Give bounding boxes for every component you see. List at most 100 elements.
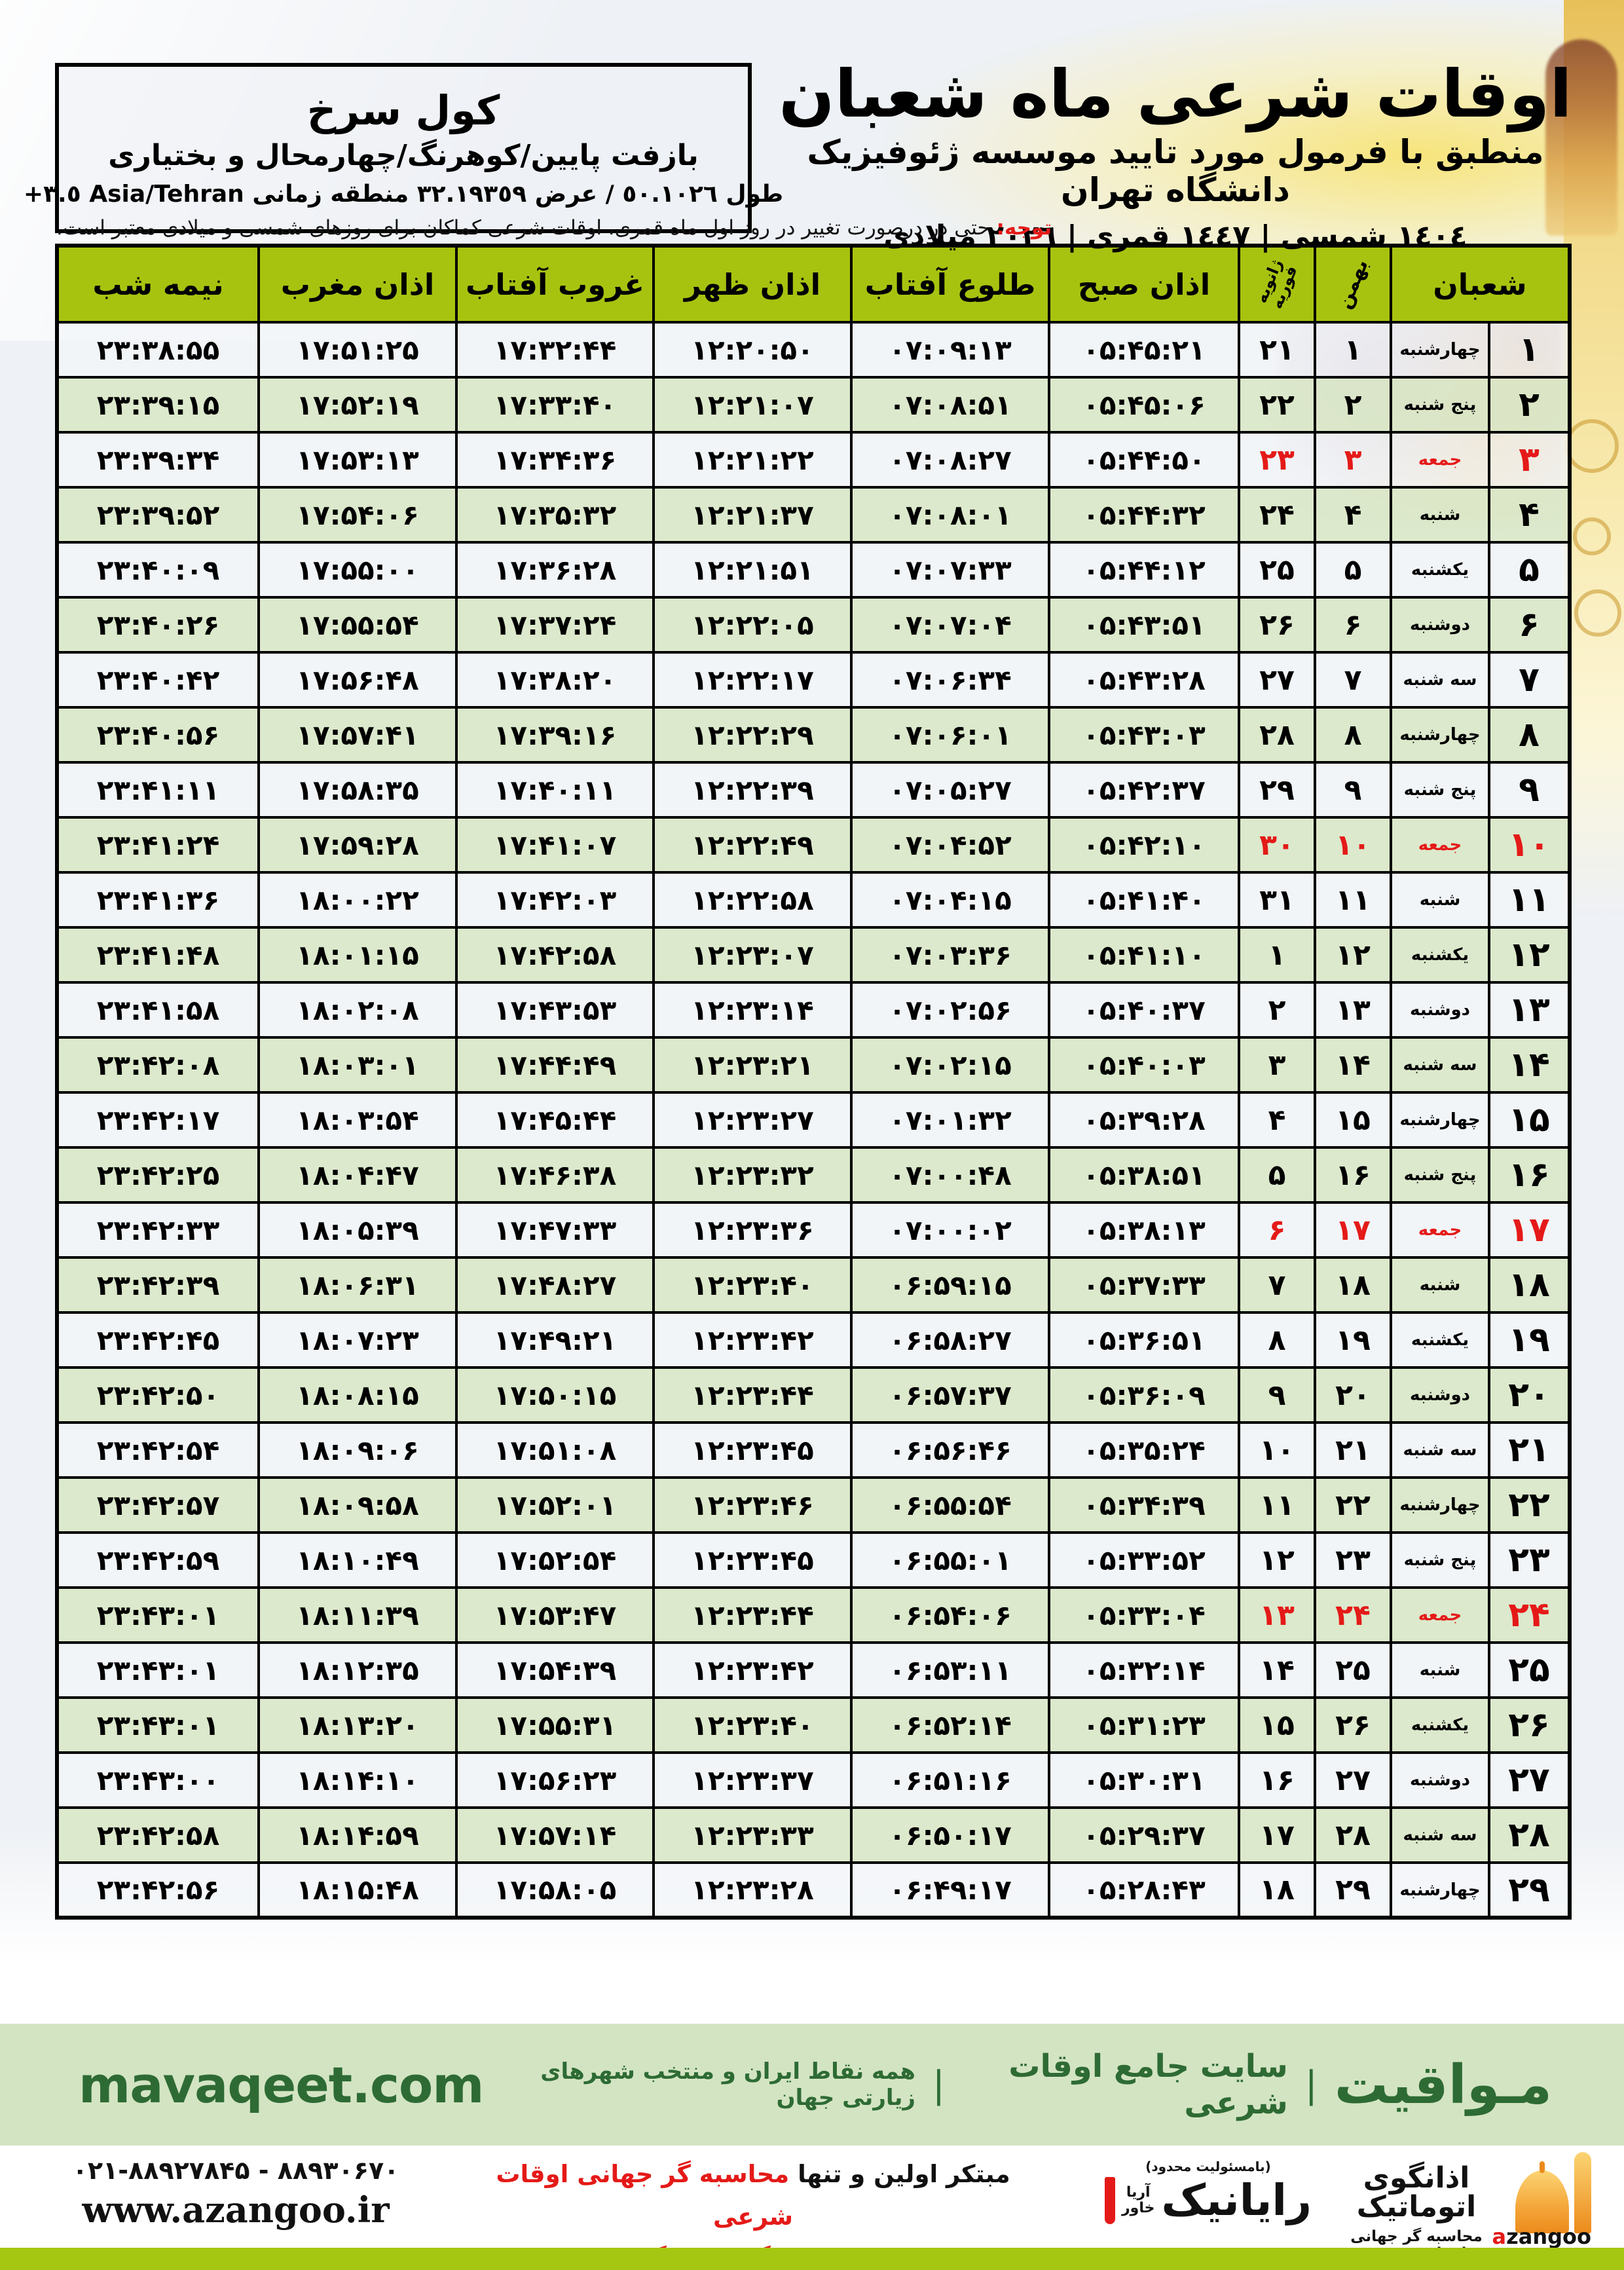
cell-jan-feb-day: ۲۴ [1238,486,1316,544]
cell-bahman-day: ۲۶ [1314,1696,1392,1754]
cell-weekday: شنبه [1390,486,1490,544]
cell-noon: ۱۲:۲۳:۴۲ [652,1641,853,1699]
cell-bahman-day: ۳ [1314,431,1392,489]
cell-sunset: ۱۷:۴۸:۲۷ [455,1256,655,1314]
cell-midnight: ۲۳:۴۳:۰۱ [56,1696,260,1754]
cell-sunset: ۱۷:۵۷:۱۴ [455,1806,655,1864]
table-header-row: نیمه شب اذان مغرب غروب آفتاب اذان ظهر طل… [56,244,1572,324]
cell-midnight: ۲۳:۴۰:۵۶ [56,706,260,764]
cell-bahman-day: ۱ [1314,321,1392,379]
cell-jan-feb-day: ۱۲ [1238,1531,1316,1589]
cell-sunset: ۱۷:۵۵:۳۱ [455,1696,655,1754]
cell-sunrise: ۰۶:۵۷:۳۷ [850,1366,1050,1424]
cell-fajr: ۰۵:۳۳:۰۴ [1048,1586,1240,1644]
cell-sunrise: ۰۷:۰۰:۴۸ [850,1146,1050,1204]
cell-midnight: ۲۳:۴۰:۰۹ [56,541,260,599]
cell-sunset: ۱۷:۵۶:۲۳ [455,1751,655,1809]
rayanik-red-bar-icon [1105,2177,1116,2224]
cell-sunset: ۱۷:۴۴:۴۹ [455,1036,655,1094]
location-region: بازفت پایین/کوهرنگ/چهارمحال و بختیاری [108,139,699,172]
cell-sunset: ۱۷:۳۳:۴۰ [455,376,655,434]
cell-shaban-day: ۲۸ [1487,1806,1572,1864]
cell-sunrise: ۰۶:۵۴:۰۶ [850,1586,1050,1644]
cell-midnight: ۲۳:۴۱:۲۴ [56,816,260,874]
cell-shaban-day: ۳ [1487,431,1572,489]
cell-maghrib: ۱۸:۱۱:۳۹ [257,1586,458,1644]
cell-fajr: ۰۵:۴۰:۳۷ [1048,981,1240,1039]
col-header-sunset: غروب آفتاب [455,244,655,324]
table-row: ۲۳:۴۱:۳۶ ۱۸:۰۰:۲۲ ۱۷:۴۲:۰۳ ۱۲:۲۲:۵۸ ۰۷:۰… [56,871,1572,929]
cell-weekday: چهارشنبه [1390,706,1490,764]
cell-sunset: ۱۷:۳۹:۱۶ [455,706,655,764]
cell-jan-feb-day: ۲۱ [1238,321,1316,379]
table-row: ۲۳:۳۹:۵۲ ۱۷:۵۴:۰۶ ۱۷:۳۵:۳۲ ۱۲:۲۱:۳۷ ۰۷:۰… [56,486,1572,544]
gold-swirl-decoration [1574,589,1621,637]
minaret-icon [1574,2152,1591,2233]
cell-weekday: سه شنبه [1390,1036,1490,1094]
cell-sunrise: ۰۷:۰۶:۳۴ [850,651,1050,709]
cell-shaban-day: ۱۵ [1487,1091,1572,1149]
cell-midnight: ۲۳:۴۲:۵۹ [56,1531,260,1589]
table-row: ۲۳:۴۲:۵۹ ۱۸:۱۰:۴۹ ۱۷:۵۲:۵۴ ۱۲:۲۳:۴۵ ۰۶:۵… [56,1531,1572,1589]
cell-weekday: سه شنبه [1390,1806,1490,1864]
cell-jan-feb-day: ۲۳ [1238,431,1316,489]
cell-jan-feb-day: ۳ [1238,1036,1316,1094]
cell-fajr: ۰۵:۴۲:۳۷ [1048,761,1240,819]
cell-maghrib: ۱۷:۵۵:۵۴ [257,596,458,654]
contact-block: ۰۲۱-۸۸۹۲۷۸۴۵ - ۸۸۹۳۰۶۷۰ www.azangoo.ir [46,2156,426,2231]
cell-shaban-day: ۵ [1487,541,1572,599]
cell-weekday: چهارشنبه [1390,1476,1490,1534]
table-row: ۲۳:۴۰:۰۹ ۱۷:۵۵:۰۰ ۱۷:۳۶:۲۸ ۱۲:۲۱:۵۱ ۰۷:۰… [56,541,1572,599]
rayanik-subtext: آریا خاور [1122,2184,1154,2216]
col-header-midnight: نیمه شب [56,244,260,324]
mavaqeet-brand-group: مـواقیت | سایت جامع اوقات شرعی | همه نقا… [483,2048,1552,2121]
cell-sunrise: ۰۷:۰۷:۳۳ [850,541,1050,599]
cell-maghrib: ۱۷:۵۶:۴۸ [257,651,458,709]
cell-jan-feb-day: ۱۸ [1238,1861,1316,1919]
cell-weekday: پنج شنبه [1390,761,1490,819]
table-row: ۲۳:۴۱:۵۸ ۱۸:۰۲:۰۸ ۱۷:۴۳:۵۳ ۱۲:۲۳:۱۴ ۰۷:۰… [56,981,1572,1039]
cell-midnight: ۲۳:۴۳:۰۰ [56,1751,260,1809]
cell-midnight: ۲۳:۴۳:۰۱ [56,1586,260,1644]
cell-noon: ۱۲:۲۲:۲۹ [652,706,853,764]
cell-midnight: ۲۳:۳۸:۵۵ [56,321,260,379]
table-row: ۲۳:۴۲:۵۴ ۱۸:۰۹:۰۶ ۱۷:۵۱:۰۸ ۱۲:۲۳:۴۵ ۰۶:۵… [56,1421,1572,1479]
col-header-fajr: اذان صبح [1048,244,1240,324]
cell-noon: ۱۲:۲۲:۳۹ [652,761,853,819]
prayer-times-table: نیمه شب اذان مغرب غروب آفتاب اذان ظهر طل… [55,244,1572,1920]
cell-jan-feb-day: ۱۷ [1238,1806,1316,1864]
cell-midnight: ۲۳:۴۲:۵۷ [56,1476,260,1534]
cell-noon: ۱۲:۲۳:۴۵ [652,1421,853,1479]
cell-bahman-day: ۲۲ [1314,1476,1392,1534]
cell-jan-feb-day: ۲۵ [1238,541,1316,599]
page-subtitle: منطبق با فرمول مورد تایید موسسه ژئوفیزیک… [807,133,1544,209]
cell-fajr: ۰۵:۳۰:۳۱ [1048,1751,1240,1809]
cell-fajr: ۰۵:۳۸:۵۱ [1048,1146,1240,1204]
table-row: ۲۳:۴۱:۱۱ ۱۷:۵۸:۳۵ ۱۷:۴۰:۱۱ ۱۲:۲۲:۳۹ ۰۷:۰… [56,761,1572,819]
cell-bahman-day: ۲۷ [1314,1751,1392,1809]
cell-fajr: ۰۵:۳۴:۳۹ [1048,1476,1240,1534]
cell-jan-feb-day: ۲۹ [1238,761,1316,819]
cell-shaban-day: ۲۷ [1487,1751,1572,1809]
table-row: ۲۳:۴۲:۱۷ ۱۸:۰۳:۵۴ ۱۷:۴۵:۴۴ ۱۲:۲۳:۲۷ ۰۷:۰… [56,1091,1572,1149]
azangoo-website: www.azangoo.ir [82,2189,390,2231]
cell-midnight: ۲۳:۴۲:۵۴ [56,1421,260,1479]
dome-icon [1515,2161,1569,2233]
cell-weekday: یکشنبه [1390,541,1490,599]
cell-bahman-day: ۱۵ [1314,1091,1392,1149]
cell-weekday: جمعه [1390,431,1490,489]
cell-sunset: ۱۷:۵۳:۴۷ [455,1586,655,1644]
cell-midnight: ۲۳:۴۱:۴۸ [56,926,260,984]
cell-bahman-day: ۱۹ [1314,1311,1392,1369]
cell-noon: ۱۲:۲۱:۳۷ [652,486,853,544]
table-row: ۲۳:۴۰:۵۶ ۱۷:۵۷:۴۱ ۱۷:۳۹:۱۶ ۱۲:۲۲:۲۹ ۰۷:۰… [56,706,1572,764]
cell-shaban-day: ۱۹ [1487,1311,1572,1369]
cell-fajr: ۰۵:۳۱:۲۳ [1048,1696,1240,1754]
cell-fajr: ۰۵:۴۱:۱۰ [1048,926,1240,984]
cell-fajr: ۰۵:۴۰:۰۳ [1048,1036,1240,1094]
note-line: توجه: حتی در درصورت تغییر در روز اول ماه… [56,216,1052,240]
note-label: توجه: [996,216,1052,240]
cell-fajr: ۰۵:۴۴:۱۲ [1048,541,1240,599]
cell-noon: ۱۲:۲۲:۵۸ [652,871,853,929]
cell-maghrib: ۱۷:۵۸:۳۵ [257,761,458,819]
